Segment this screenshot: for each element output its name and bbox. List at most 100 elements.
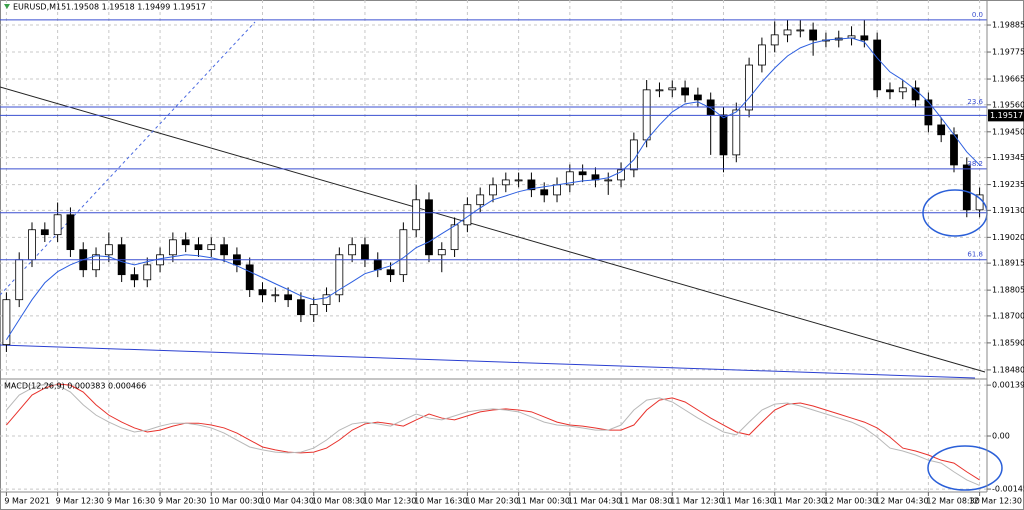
candle-body [386, 269, 395, 276]
candle-body [514, 179, 523, 182]
candle-body [412, 199, 421, 231]
candle-body [911, 87, 920, 101]
x-tick-label: 11 Mar 08:30 [619, 497, 672, 506]
candle-body [425, 199, 433, 256]
candle-body [220, 244, 228, 256]
symbol-title: EURUSD,M15 [13, 3, 66, 12]
fib-label: 61.8 [967, 251, 983, 259]
candle-body [604, 179, 613, 182]
candle-body [258, 289, 267, 296]
candle-body [168, 239, 177, 256]
y-tick-label: 1.18700 [992, 311, 1024, 320]
candle-body [309, 304, 318, 316]
candle-body [143, 264, 152, 281]
x-tick-label: 11 Mar 20:30 [773, 497, 826, 506]
fib-label: 23.6 [967, 98, 983, 106]
y-tick-label: 1.19665 [992, 75, 1024, 84]
candle-body [962, 164, 971, 211]
x-tick-label: 10 Mar 12:30 [363, 497, 416, 506]
candle-body [565, 171, 574, 186]
y-tick-label: 1.19560 [992, 100, 1024, 109]
candle-body [527, 179, 536, 191]
candle-body [629, 139, 638, 171]
candle-body [271, 294, 280, 297]
candle-body [92, 254, 100, 271]
candle-body [399, 229, 408, 276]
candle-body [335, 254, 344, 296]
y-tick-label: 1.19130 [992, 206, 1024, 215]
y-tick-label: 1.19775 [992, 48, 1024, 57]
price-tag-label: 1.19517 [990, 111, 1023, 120]
x-tick-label: 11 Mar 12:30 [670, 497, 723, 506]
x-tick-label: 12 Mar 00:30 [824, 497, 877, 506]
plot-layer [0, 19, 987, 486]
candle-body [809, 29, 818, 41]
x-tick-label: 10 Mar 20:30 [465, 497, 518, 506]
candle-body [681, 87, 689, 96]
y-tick-label: 0.00 [992, 432, 1010, 441]
candle-body [2, 299, 11, 346]
candle-body [489, 184, 497, 196]
ohlc-readout: 1.19508 1.19518 1.19499 1.19517 [66, 3, 206, 12]
highlight-ellipse [927, 445, 1003, 491]
symbol-icon [4, 4, 10, 9]
trend-line [0, 86, 986, 373]
indicator-title: MACD(12,26,9) 0.000383 0.000466 [4, 382, 146, 391]
candle-body [796, 29, 805, 32]
trend-line [0, 344, 976, 379]
x-tick-label: 10 Mar 04:30 [261, 497, 314, 506]
x-tick-label: 11 Mar 00:30 [517, 497, 570, 506]
y-tick-label: 1.18590 [992, 338, 1024, 347]
candle-body [437, 249, 446, 256]
candle-body [693, 94, 702, 101]
grid-layer [0, 0, 987, 492]
candle-body [758, 44, 766, 66]
x-tick-label: 10 Mar 08:30 [312, 497, 365, 506]
candle-body [950, 134, 958, 166]
candle-body [348, 244, 357, 256]
candle-body [297, 299, 305, 316]
candle-body [207, 244, 216, 251]
candle-body [15, 259, 24, 301]
y-tick-label: 1.19020 [992, 233, 1024, 242]
x-tick-label: 10 Mar 00:30 [209, 497, 262, 506]
candle-body [770, 34, 779, 46]
candle-body [373, 259, 382, 271]
candle-body [501, 179, 510, 186]
price-tag [988, 109, 1024, 122]
candle-body [886, 89, 894, 93]
x-tick-label: 12 Mar 12:30 [969, 497, 1022, 506]
candle-body [655, 89, 664, 92]
candle-body [28, 229, 36, 261]
candle-body [361, 244, 369, 261]
candle-body [898, 87, 907, 93]
x-tick-label: 9 Mar 20:30 [158, 497, 206, 506]
x-tick-label: 9 Mar 16:30 [107, 497, 155, 506]
y-tick-label: 0.00139 [992, 381, 1024, 390]
candle-body [553, 184, 561, 196]
y-tick-label: 1.18480 [992, 365, 1024, 374]
moving-average [5, 37, 980, 340]
candle-body [668, 87, 677, 91]
candle-body [40, 229, 49, 236]
x-tick-label: 12 Mar 04:30 [875, 497, 928, 506]
y-tick-label: -0.00145 [992, 485, 1024, 494]
candle-body [53, 214, 62, 236]
indicator-line [6, 383, 980, 481]
candle-body [860, 35, 869, 41]
x-tick-label: 11 Mar 04:30 [568, 497, 621, 506]
candle-body [130, 274, 139, 281]
candle-body [66, 214, 75, 251]
fib-base-line [0, 21, 256, 296]
candle-body [450, 224, 459, 251]
x-tick-label: 9 Mar 12:30 [56, 497, 104, 506]
y-tick-label: 1.19450 [992, 127, 1024, 136]
indicator-line [6, 383, 980, 486]
candle-body [284, 294, 293, 301]
x-tick-label: 12 Mar 08:30 [926, 497, 979, 506]
candle-body [924, 99, 933, 126]
candle-body [745, 64, 754, 111]
candle-body [732, 109, 741, 156]
